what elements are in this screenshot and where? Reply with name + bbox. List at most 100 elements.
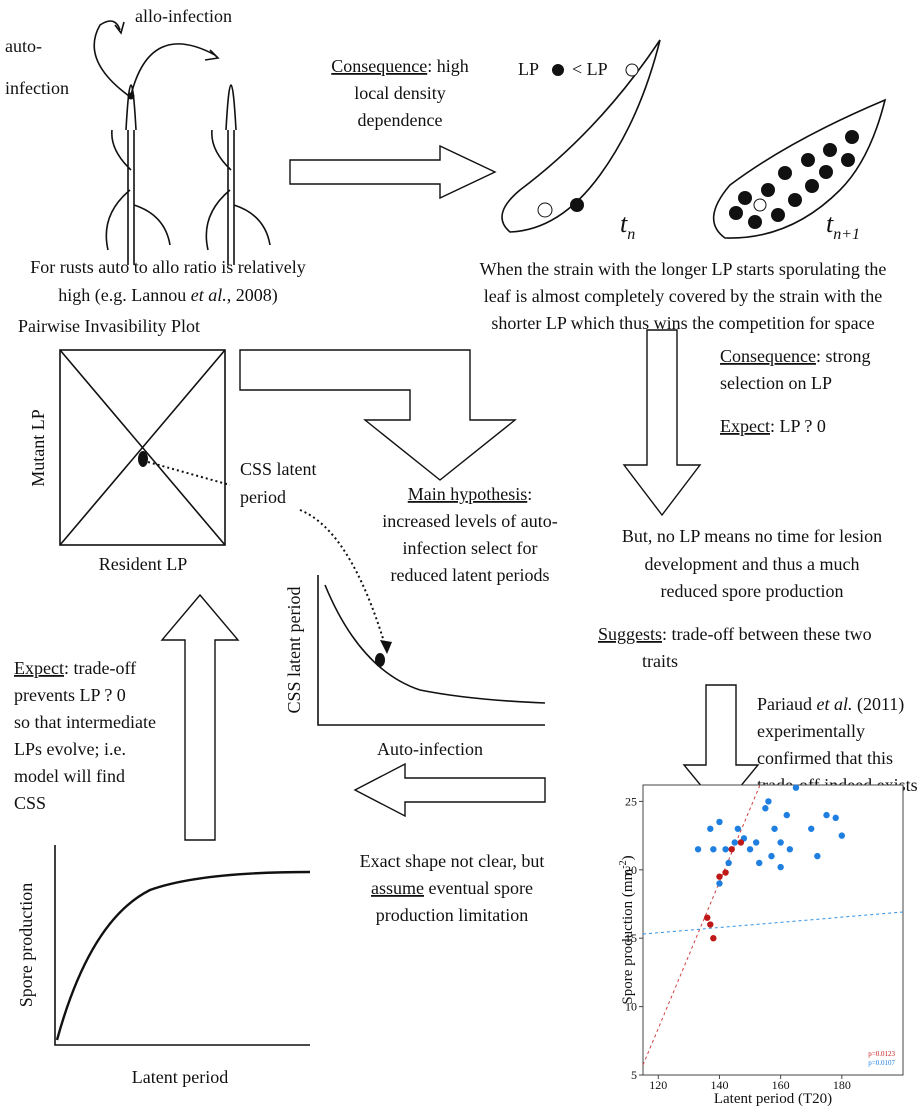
text: Suggests <box>598 624 662 644</box>
x-label: Resident LP <box>99 554 188 574</box>
point <box>710 935 716 941</box>
text: Consequence <box>720 346 816 366</box>
exact: assume eventual spore <box>371 878 533 898</box>
caption: For rusts auto to allo ratio is relative… <box>30 257 305 277</box>
but: development and thus a much <box>645 554 860 574</box>
point <box>839 832 845 838</box>
legend: LP <box>518 59 539 79</box>
dot <box>570 198 584 212</box>
x-label: Auto-infection <box>377 739 483 759</box>
css-point <box>375 653 385 667</box>
text: high (e.g. Lannou <box>58 285 190 306</box>
text: : strong <box>816 346 871 366</box>
auto-label: auto- <box>5 36 42 56</box>
axes <box>318 575 545 725</box>
text: , 2008) <box>227 285 278 306</box>
text: Expect <box>720 416 770 436</box>
y-label: Mutant LP <box>28 409 48 487</box>
arrow <box>355 764 545 816</box>
exact: production limitation <box>376 905 528 925</box>
arrowhead <box>380 640 392 654</box>
css-point <box>138 451 148 467</box>
expect: prevents LP ? 0 <box>14 685 126 705</box>
text: assume <box>371 878 424 898</box>
text: : high <box>427 56 469 76</box>
y-label: CSS latent period <box>284 587 304 714</box>
point <box>777 839 783 845</box>
hypothesis: Main hypothesis: <box>408 484 533 504</box>
dot <box>626 64 638 76</box>
caption: When the strain with the longer LP start… <box>480 259 887 279</box>
x-tick-label: 140 <box>710 1078 728 1092</box>
point <box>704 914 710 920</box>
css-label: CSS latent <box>240 459 317 479</box>
y-tick-label: 20 <box>625 863 637 877</box>
expect: Expect: LP ? 0 <box>720 416 826 436</box>
text: LP <box>518 59 539 79</box>
caption: high (e.g. Lannou et al., 2008) <box>58 285 277 306</box>
allo-label: allo-infection <box>135 6 232 26</box>
expect: LPs evolve; i.e. <box>14 739 126 759</box>
text: et al. <box>816 694 852 714</box>
legend: < LP <box>572 59 608 79</box>
t-label: tn <box>620 209 635 243</box>
curve <box>325 585 545 703</box>
arrow <box>162 595 238 840</box>
text: : <box>527 484 532 504</box>
pariaud: experimentally <box>757 721 865 741</box>
consequence: local density <box>354 83 445 103</box>
x-tick-label: 160 <box>772 1078 790 1092</box>
p-label: p=0.0123 <box>868 1050 895 1058</box>
point <box>768 853 774 859</box>
expect: Expect: trade-off <box>14 658 136 678</box>
t-label: tn+1 <box>826 209 860 243</box>
text: n+1 <box>833 226 860 243</box>
suggests: Suggests: trade-off between these two <box>598 624 872 644</box>
point <box>765 798 771 804</box>
point <box>777 864 783 870</box>
plants <box>94 21 270 265</box>
text: n <box>627 226 635 243</box>
point <box>756 860 762 866</box>
text: eventual spore <box>424 878 533 898</box>
arrow <box>624 330 700 515</box>
point <box>725 860 731 866</box>
pointer <box>148 462 230 485</box>
point <box>729 846 735 852</box>
text: : trade-off between these two <box>662 624 872 644</box>
diagram: allo-infection auto- infection For rusts… <box>0 0 921 1108</box>
text: Pariaud <box>757 694 816 714</box>
y-tick-label: 5 <box>631 1068 637 1082</box>
point <box>695 846 701 852</box>
curve <box>57 872 310 1040</box>
point <box>722 869 728 875</box>
suggests: traits <box>642 651 678 671</box>
exact: Exact shape not clear, but <box>360 851 545 871</box>
y-tick-label: 10 <box>625 1000 637 1014</box>
consequence: Consequence: high <box>331 56 468 76</box>
hypothesis: infection select for <box>403 538 538 558</box>
text: Consequence <box>331 56 427 76</box>
point <box>707 826 713 832</box>
point <box>753 839 759 845</box>
dots <box>729 130 859 229</box>
y-label: Spore production <box>16 883 36 1007</box>
pariaud: Pariaud et al. (2011) <box>757 694 904 715</box>
expect: so that intermediate <box>14 712 156 732</box>
caption: leaf is almost completely covered by the… <box>484 286 882 306</box>
text: : LP ? 0 <box>770 416 826 436</box>
point <box>716 819 722 825</box>
point <box>707 921 713 927</box>
hypothesis: increased levels of auto- <box>382 511 557 531</box>
point <box>793 785 799 791</box>
expect: model will find <box>14 766 125 786</box>
auto-label: infection <box>5 78 69 98</box>
text: : trade-off <box>64 658 136 678</box>
point <box>738 839 744 845</box>
text: et al. <box>191 285 227 305</box>
text: ) <box>620 855 636 860</box>
point <box>833 815 839 821</box>
caption: shorter LP which thus wins the competiti… <box>491 313 874 333</box>
point <box>784 812 790 818</box>
point <box>735 826 741 832</box>
